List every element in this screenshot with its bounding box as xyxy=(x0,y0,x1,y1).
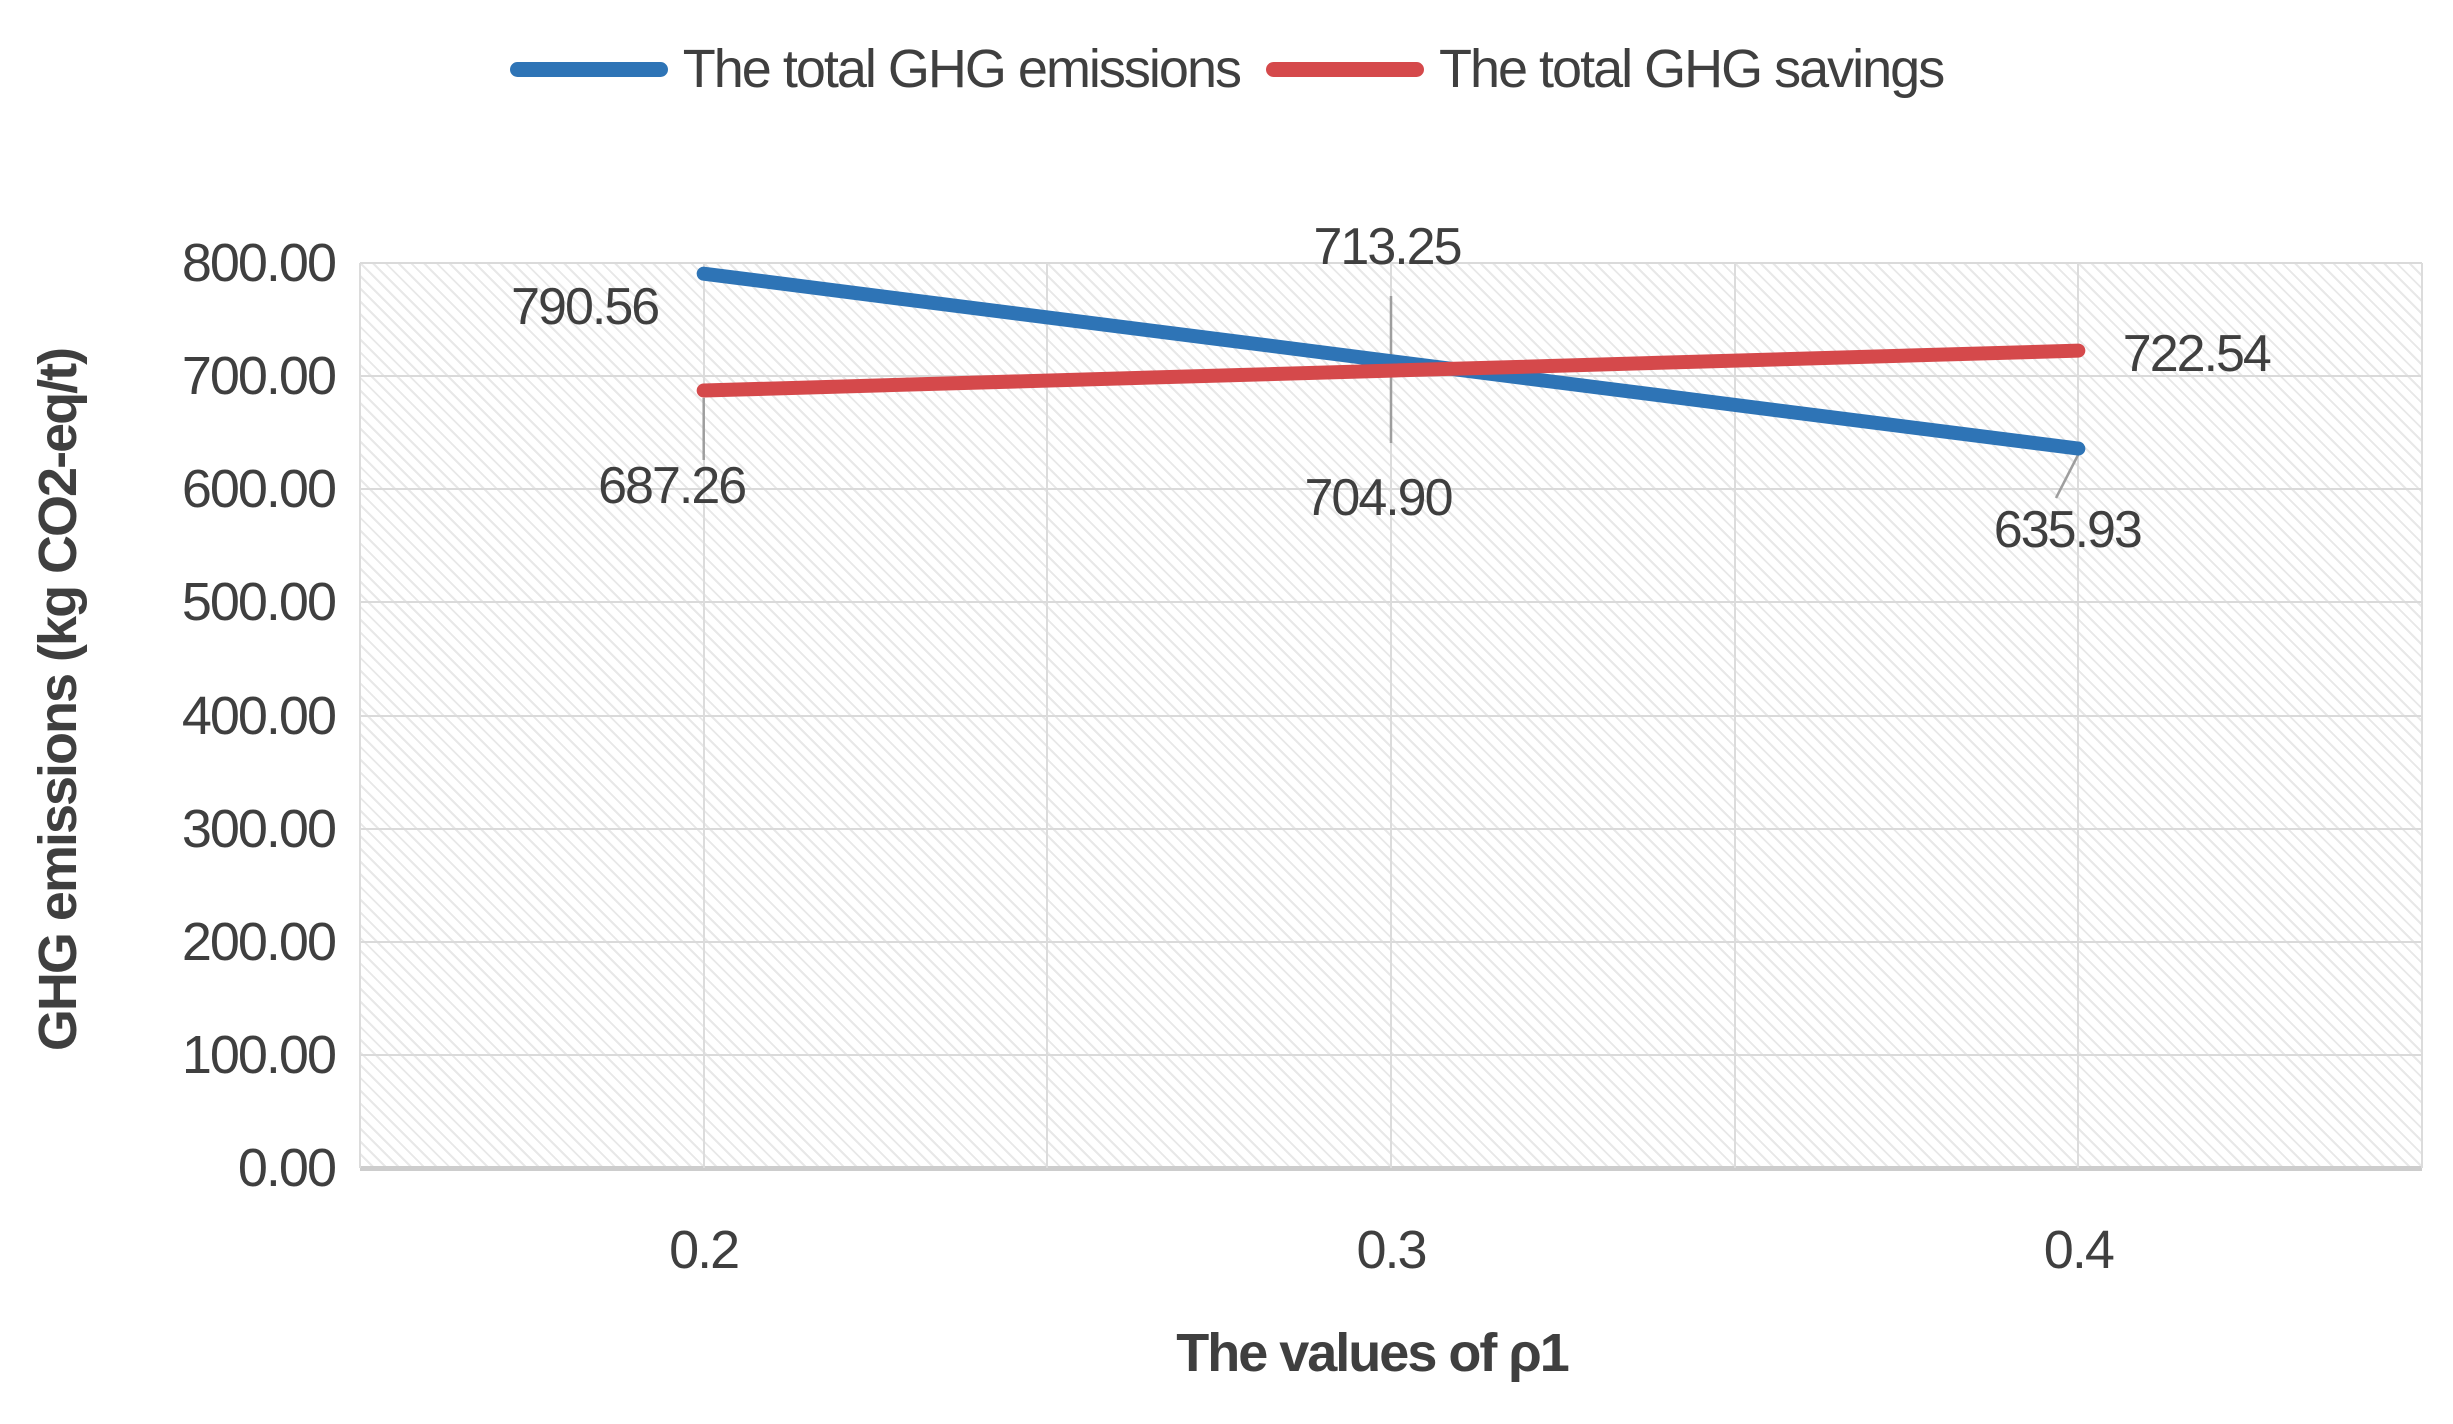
data-label-leader-line xyxy=(2054,454,2080,499)
x-axis-title: The values of ρ1 xyxy=(1176,1323,1570,1383)
y-tick-label: 800.00 xyxy=(181,233,337,293)
legend-item-1: The total GHG savings xyxy=(1265,38,1945,100)
y-tick-label: 400.00 xyxy=(181,685,337,746)
data-label-savings-0.4: 722.54 xyxy=(2122,324,2272,383)
y-tick-label: 200.00 xyxy=(181,911,337,972)
x-axis-line xyxy=(360,1166,2422,1171)
y-tick-label: 600.00 xyxy=(181,459,337,520)
data-label-savings-0.2: 687.26 xyxy=(598,456,747,515)
data-label-emissions-0.4: 635.93 xyxy=(1993,500,2143,559)
x-tick-label: 0.3 xyxy=(1356,1220,1427,1280)
vertical-gridline xyxy=(1390,263,1392,1168)
vertical-gridline xyxy=(1046,263,1049,1168)
data-label-emissions-0.2: 790.56 xyxy=(511,277,660,336)
vertical-gridline xyxy=(2077,263,2080,1168)
y-axis-title: GHG emissions (kg CO2-eq/t) xyxy=(28,348,88,1052)
y-tick-label: 0.00 xyxy=(237,1138,337,1198)
vertical-gridline xyxy=(1733,263,1736,1168)
y-tick-label: 300.00 xyxy=(181,798,337,859)
legend-line-swatch-icon xyxy=(509,61,668,77)
vertical-gridline xyxy=(702,263,705,1168)
data-label-savings-0.3: 704.90 xyxy=(1304,468,1453,527)
series-line-0 xyxy=(696,266,2086,456)
chart-legend: The total GHG emissions The total GHG sav… xyxy=(0,38,2453,100)
plot-border-line xyxy=(359,263,361,1168)
y-tick-label: 500.00 xyxy=(181,572,337,633)
legend-item-0: The total GHG emissions xyxy=(509,38,1242,100)
series-line-1 xyxy=(696,343,2086,398)
data-label-emissions-0.3: 713.25 xyxy=(1313,218,1462,277)
y-tick-label: 700.00 xyxy=(181,346,337,407)
x-tick-label: 0.2 xyxy=(669,1220,740,1280)
plot-border-line xyxy=(2421,263,2423,1168)
y-tick-label: 100.00 xyxy=(181,1024,337,1085)
x-tick-label: 0.4 xyxy=(2043,1220,2115,1280)
legend-line-swatch-icon xyxy=(1265,61,1424,77)
legend-label: The total GHG savings xyxy=(1438,39,1945,99)
legend-label: The total GHG emissions xyxy=(682,39,1242,99)
